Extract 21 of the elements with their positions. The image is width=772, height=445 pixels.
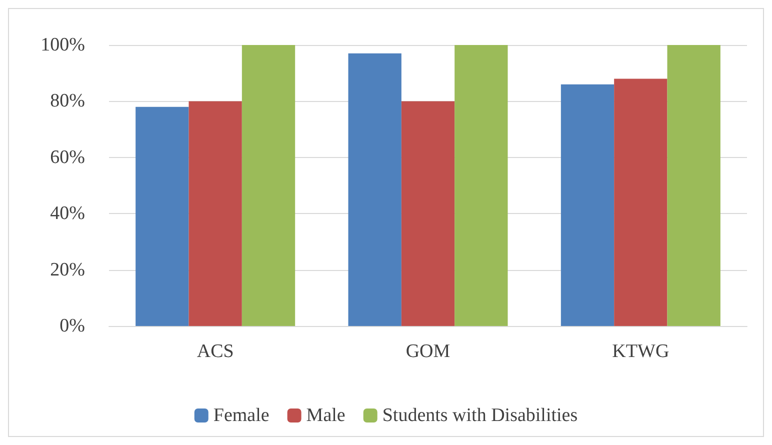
- bar: [454, 45, 508, 326]
- bar: [348, 53, 402, 326]
- legend-label: Students with Disabilities: [382, 405, 578, 426]
- x-tick-label: ACS: [196, 341, 234, 362]
- x-tick-label: KTWG: [612, 341, 670, 362]
- y-tick-label: 0%: [60, 316, 86, 336]
- bar: [560, 84, 614, 326]
- bar: [242, 45, 296, 326]
- bar: [401, 101, 455, 326]
- bar: [136, 106, 189, 326]
- y-tick-label: 100%: [40, 34, 86, 56]
- bar: [614, 78, 668, 326]
- y-tick-label: 40%: [50, 203, 86, 224]
- bar: [188, 101, 242, 326]
- bar: [667, 45, 720, 326]
- y-tick-label: 80%: [50, 90, 86, 112]
- x-tick-label: GOM: [406, 341, 450, 362]
- legend-label: Female: [213, 405, 270, 426]
- legend-label: Male: [306, 405, 346, 426]
- y-tick-label: 20%: [50, 259, 86, 280]
- y-tick-label: 60%: [50, 146, 86, 168]
